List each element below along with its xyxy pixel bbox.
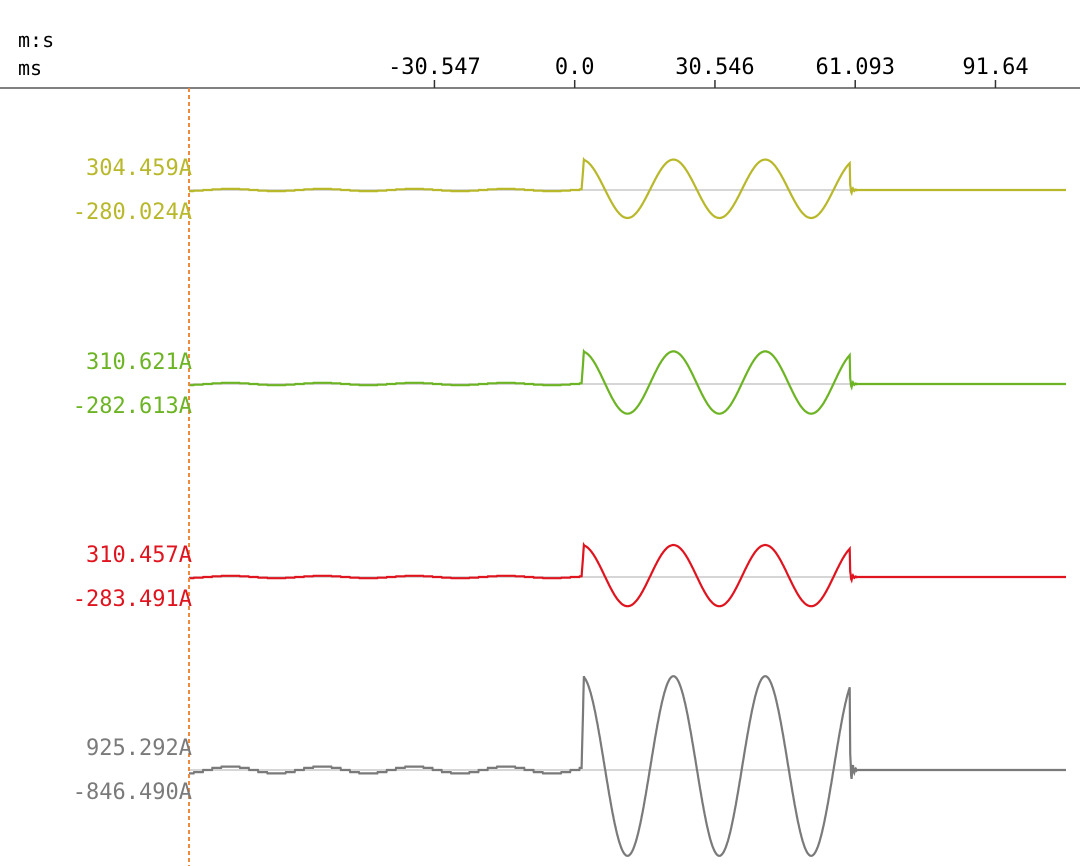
channel-2-waveform: [189, 348, 1066, 415]
channel-min-label: -846.490A: [72, 780, 192, 805]
channel-min-label: -280.024A: [72, 200, 192, 225]
channel-min-label: -283.491A: [72, 587, 192, 612]
channel-max-label: 310.621A: [86, 350, 192, 375]
channel-max-label: 310.457A: [86, 543, 192, 568]
x-tick-label: 0.0: [555, 55, 595, 80]
x-tick-label: 30.546: [675, 55, 754, 80]
time-axis: -30.547 0.0 30.546 61.093 91.64: [0, 55, 1080, 89]
channel-3-waveform: [189, 541, 1066, 608]
time-unit-label: m:s: [18, 28, 55, 52]
channel-1-waveform: [189, 156, 1066, 220]
x-tick-label: 91.64: [962, 55, 1028, 80]
channel-4-waveform: [189, 675, 1066, 857]
channel-max-label: 304.459A: [86, 156, 192, 181]
waveform-channels: [189, 156, 1066, 857]
channel-max-label: 925.292A: [86, 736, 192, 761]
x-tick-label: -30.547: [388, 55, 481, 80]
x-tick-label: 61.093: [815, 55, 894, 80]
channel-min-label: -282.613A: [72, 394, 192, 419]
ms-unit-label: ms: [18, 56, 43, 80]
